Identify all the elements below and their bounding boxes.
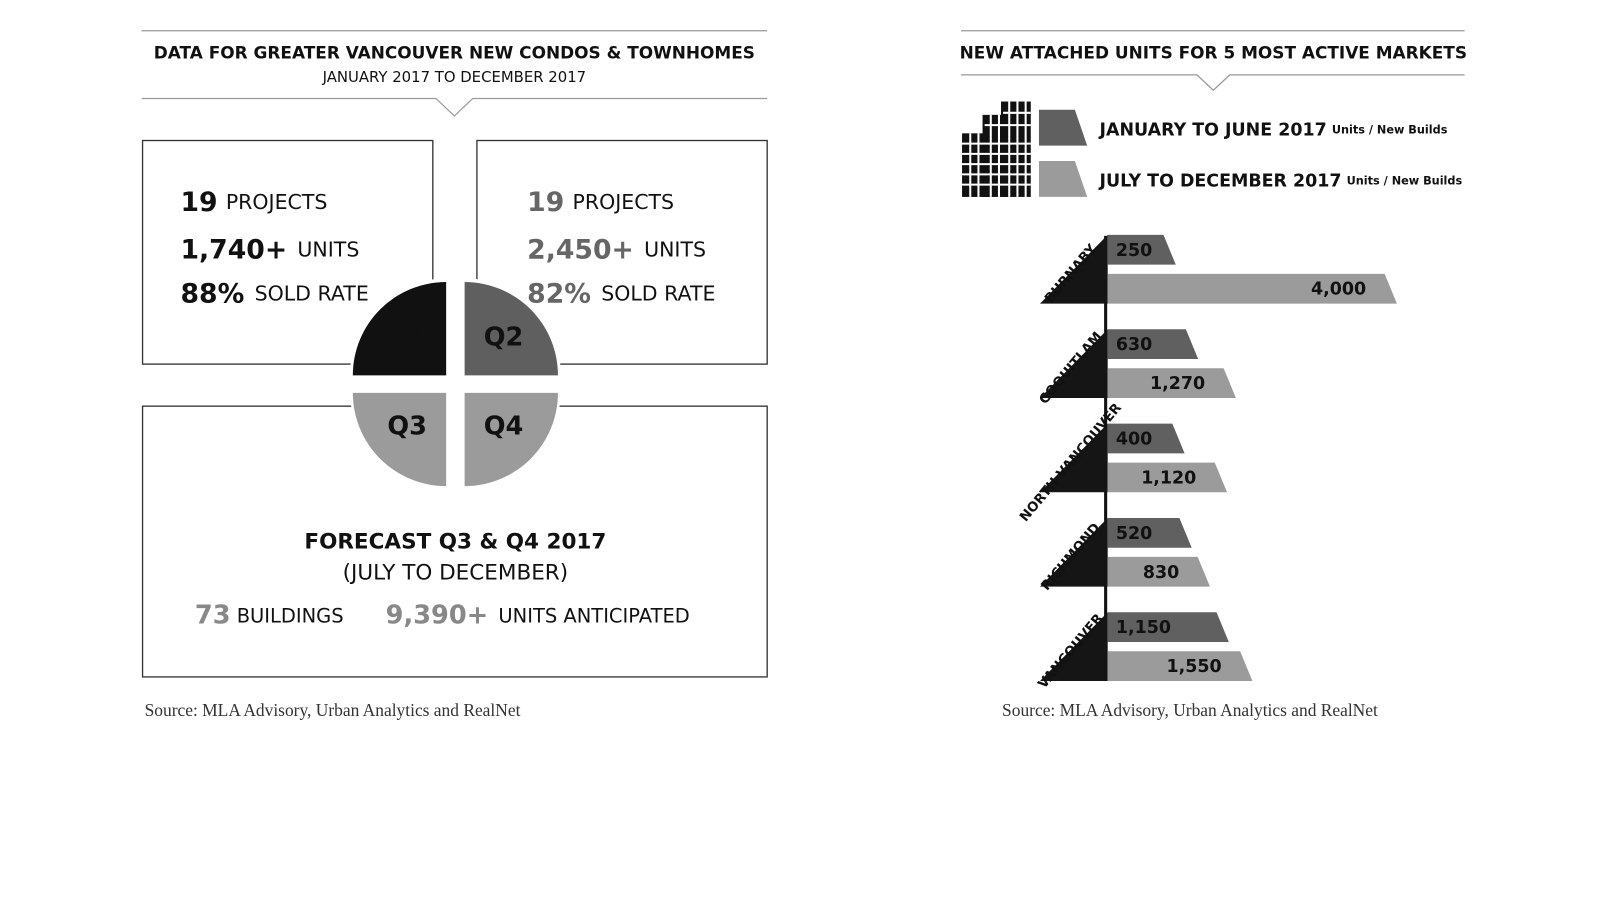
rule-notch [141, 97, 768, 117]
source: Source: MLA Advisory, Urban Analytics an… [145, 700, 521, 720]
quadrant [352, 392, 447, 487]
value-label: 1,270 [1150, 374, 1205, 394]
quad-label: Q4 [484, 412, 524, 442]
legend-entry: JANUARY TO JUNE 2017 Units / New Builds [1098, 120, 1447, 140]
q1-box [141, 139, 434, 365]
bar [1107, 273, 1397, 304]
forecast-subtitle: (JULY TO DECEMBER) [343, 560, 569, 585]
rule-notch [961, 74, 1465, 92]
value-label: 1,550 [1167, 657, 1222, 677]
value-label: 250 [1116, 241, 1152, 261]
quadrant [352, 282, 447, 376]
bar [1107, 368, 1236, 398]
quadrant [464, 282, 558, 376]
quad-label: Q2 [484, 322, 524, 352]
bar [1107, 651, 1253, 682]
value-label: 520 [1116, 524, 1152, 544]
value-label: 630 [1116, 335, 1152, 355]
chart-title: NEW ATTACHED UNITS FOR 5 MOST ACTIVE MAR… [960, 42, 1467, 62]
stat: 88% SOLD RATE [181, 278, 369, 309]
stat: 1,740+ UNITS [181, 234, 360, 265]
quadrant [464, 392, 558, 487]
value-label: 1,120 [1141, 468, 1196, 488]
value-label: 1,150 [1116, 618, 1171, 638]
stat: 19 PROJECTS [181, 187, 328, 218]
value-label: 830 [1143, 563, 1179, 583]
forecast-stat: 9,390+ UNITS ANTICIPATED [386, 600, 690, 630]
q2-box [476, 139, 768, 365]
quad-label: Q3 [387, 412, 427, 442]
bar [1107, 556, 1210, 587]
legend-swatch [1038, 161, 1088, 197]
legend-entry: JULY TO DECEMBER 2017 Units / New Builds [1098, 172, 1462, 192]
value-label: 400 [1116, 429, 1152, 449]
bar [1107, 329, 1199, 359]
source: Source: MLA Advisory, Urban Analytics an… [1002, 700, 1378, 720]
quad-label: Q1 [383, 322, 423, 352]
stat: 19 PROJECTS [527, 187, 674, 218]
left-subtitle: JANUARY 2017 TO DECEMBER 2017 [322, 68, 587, 86]
value-label: 4,000 [1311, 280, 1366, 300]
stat: 2,450+ UNITS [527, 234, 706, 265]
forecast-title: FORECAST Q3 & Q4 2017 [304, 530, 606, 555]
forecast-stat: 73 BUILDINGS [195, 600, 344, 630]
left-title: DATA FOR GREATER VANCOUVER NEW CONDOS & … [154, 42, 755, 62]
bar [1107, 234, 1176, 265]
bar [1107, 462, 1228, 493]
bar [1107, 517, 1192, 548]
building-icon [962, 101, 1031, 197]
bar [1107, 612, 1229, 643]
bar [1107, 423, 1185, 454]
legend-swatch [1038, 109, 1088, 146]
stat: 82% SOLD RATE [527, 278, 715, 309]
